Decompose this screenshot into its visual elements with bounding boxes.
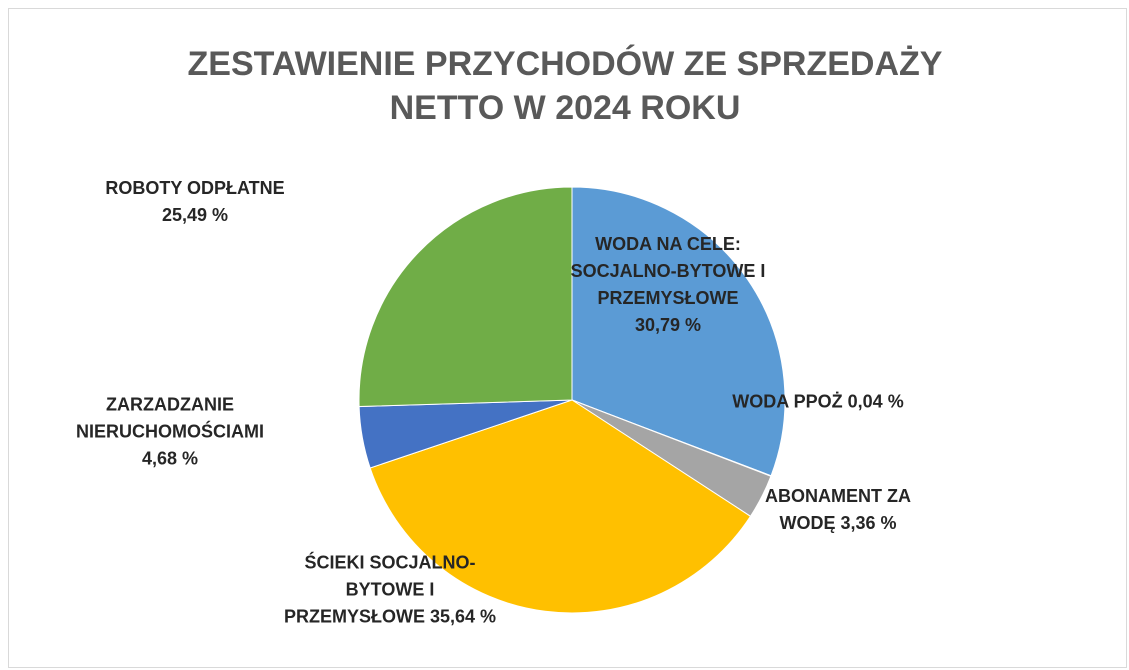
slice-label: ABONAMENT ZA WODĘ 3,36 % — [748, 483, 928, 537]
chart-frame — [8, 8, 1127, 668]
value-label: 4,68 % — [141, 448, 199, 469]
slice-label: ZARZADZANIE NIERUCHOMOŚCIAMI 4,68 % — [55, 392, 285, 473]
category-label: ABONAMENT ZA WODĘ — [765, 486, 911, 533]
slice-label: ŚCIEKI SOCJALNO-BYTOWE I PRZEMYSŁOWE 35,… — [283, 550, 498, 631]
chart-title: ZESTAWIENIE PRZYCHODÓW ZE SPRZEDAŻY NETT… — [187, 45, 943, 127]
slice-label: WODA NA CELE: SOCJALNO-BYTOWE I PRZEMYSŁ… — [568, 231, 768, 339]
value-label: 3,36 % — [840, 513, 897, 533]
pie-slice — [369, 399, 752, 614]
slice-label: WODA PPOŻ 0,04 % — [688, 389, 948, 416]
category-label: ŚCIEKI SOCJALNO-BYTOWE I PRZEMYSŁOWE — [283, 552, 476, 627]
category-label: ZARZADZANIE NIERUCHOMOŚCIAMI — [76, 394, 264, 442]
category-label: WODA NA CELE: SOCJALNO-BYTOWE I PRZEMYSŁ… — [570, 234, 766, 308]
value-label: 25,49 % — [161, 205, 229, 225]
value-label: 30,79 % — [634, 315, 702, 335]
value-label: 0,04 % — [847, 391, 904, 412]
pie-slice — [571, 186, 786, 477]
value-label: 35,64 % — [429, 606, 497, 627]
category-label: ROBOTY ODPŁATNE — [105, 178, 285, 198]
category-label: WODA PPOŻ — [732, 391, 843, 412]
slice-label: ROBOTY ODPŁATNE 25,49 % — [75, 175, 315, 229]
pie-slice — [358, 186, 573, 408]
